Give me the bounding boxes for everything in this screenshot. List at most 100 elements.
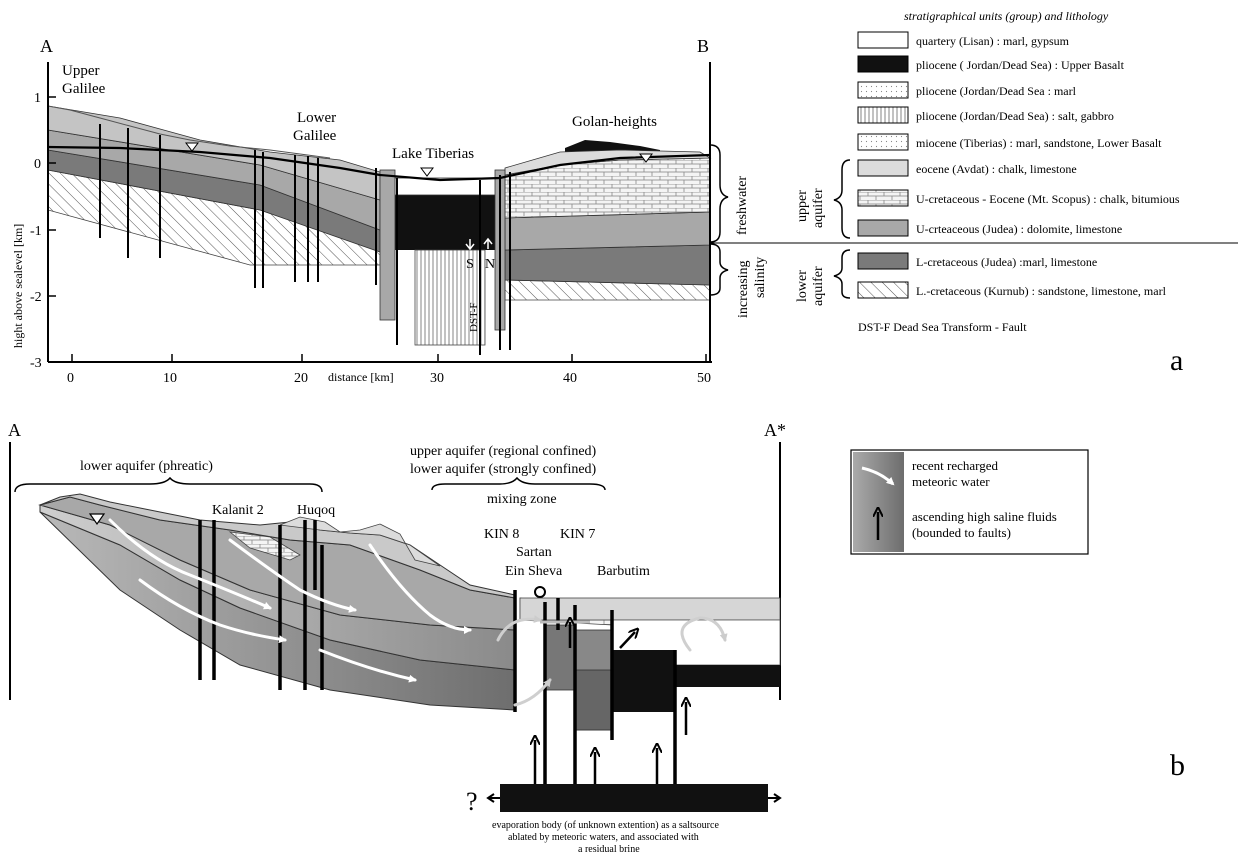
well-label-kalanit: Kalanit 2 bbox=[212, 503, 264, 518]
y-tick-neg3: -3 bbox=[30, 356, 42, 371]
brace-salinity bbox=[709, 243, 729, 296]
place-lower-galilee-2: Galilee bbox=[293, 128, 337, 144]
brace-freshwater bbox=[709, 144, 729, 243]
label-lower-confined: lower aquifer (strongly confined) bbox=[410, 462, 597, 477]
y-ticks bbox=[48, 96, 56, 363]
water-table-symbol-golan bbox=[639, 153, 653, 163]
place-golan-heights: Golan-heights bbox=[572, 114, 657, 130]
evaporation-body bbox=[500, 784, 768, 812]
ascending-arrow-6 bbox=[619, 632, 635, 649]
legend-swatch-8 bbox=[857, 252, 909, 270]
legend-label-9: L.-cretaceous (Kurnub) : sandstone, lime… bbox=[916, 284, 1167, 298]
layer-golan-u-judea bbox=[504, 211, 711, 251]
y-tick-0: 0 bbox=[34, 157, 41, 172]
legend-label-1: pliocene ( Jordan/Dead Sea) : Upper Basa… bbox=[916, 58, 1125, 72]
x-tick-10: 10 bbox=[163, 371, 177, 386]
legend-b-recharge-2: meteoric water bbox=[912, 474, 990, 489]
section-label-a: A bbox=[40, 36, 53, 56]
legend-label-5: eocene (Avdat) : chalk, limestone bbox=[916, 162, 1077, 176]
x-tick-30: 30 bbox=[430, 371, 444, 386]
legend-label-2: pliocene (Jordan/Dead Sea : marl bbox=[916, 84, 1077, 98]
brace-label-upper-aquifer-2: aquifer bbox=[811, 188, 826, 228]
legend-swatch-3 bbox=[857, 106, 909, 124]
brace-lower-aquifer bbox=[833, 249, 851, 299]
legend-label-0: quartery (Lisan) : marl, gypsum bbox=[916, 34, 1070, 48]
evaporation-note-3: a residual brine bbox=[578, 844, 640, 855]
legend-b-ascending-2: (bounded to faults) bbox=[912, 525, 1011, 540]
legend-b-ascending-1: ascending high saline fluids bbox=[912, 509, 1057, 524]
brace-label-upper-aquifer-1: upper bbox=[795, 190, 810, 222]
recharge-arrow-3 bbox=[228, 538, 357, 613]
section-label-a-b: A bbox=[8, 420, 21, 440]
x-tick-40: 40 bbox=[563, 371, 577, 386]
x-axis-label: distance [km] bbox=[328, 370, 394, 384]
well-label-huqoq: Huqoq bbox=[297, 503, 335, 518]
legend-swatches bbox=[857, 31, 909, 299]
panel-a-cross-section: 1 0 -1 -2 -3 0 10 20 30 40 50 distance [… bbox=[11, 9, 1238, 386]
water-table-symbol-galilee bbox=[185, 142, 199, 152]
dst-note: DST-F Dead Sea Transform - Fault bbox=[858, 320, 1027, 334]
water-table-symbol-b bbox=[88, 513, 106, 526]
layer-graben-salt bbox=[414, 249, 486, 346]
well-label-kin8: KIN 8 bbox=[484, 527, 519, 542]
ascending-arrows bbox=[535, 622, 686, 785]
legend-label-8: L-cretaceous (Judea) :marl, limestone bbox=[916, 255, 1097, 269]
legend-b-recharge-1: recent recharged bbox=[912, 458, 999, 473]
evaporation-note-2: ablated by meteoric waters, and associat… bbox=[508, 832, 699, 843]
brace-label-freshwater: freshwater bbox=[735, 176, 750, 235]
well-label-barbutim: Barbutim bbox=[597, 564, 650, 579]
recharge-arrows bbox=[108, 518, 472, 683]
layer-b-scopus-bricks bbox=[228, 531, 301, 561]
recharge-arrow-2 bbox=[138, 578, 287, 644]
x-tick-20: 20 bbox=[294, 371, 308, 386]
evaporation-note-1: evaporation body (of unknown extention) … bbox=[492, 820, 719, 831]
legend-title: stratigraphical units (group) and lithol… bbox=[904, 9, 1109, 23]
arrow-up-n bbox=[483, 237, 493, 249]
layer-b-hills bbox=[279, 516, 441, 567]
spring-ein-sheva-icon bbox=[534, 586, 546, 598]
place-upper-galilee-2: Galilee bbox=[62, 81, 106, 97]
legend-swatch-7 bbox=[857, 219, 909, 237]
evaporation-arrow-right bbox=[768, 793, 782, 803]
place-lower-galilee-1: Lower bbox=[297, 110, 336, 126]
y-axis-label: hight above sealevel [km] bbox=[11, 224, 25, 348]
legend-label-3: pliocene (Jordan/Dead Sea) : salt, gabbr… bbox=[916, 109, 1114, 123]
legend-swatch-4 bbox=[857, 133, 909, 151]
y-tick-1: 1 bbox=[34, 91, 41, 106]
x-ticks bbox=[71, 354, 707, 362]
brace-mixing bbox=[431, 476, 606, 491]
well-label-ein-sheva: Ein Sheva bbox=[505, 564, 563, 579]
label-lower-aquifer-phreatic: lower aquifer (phreatic) bbox=[80, 459, 213, 474]
brace-label-lower-aquifer-1: lower bbox=[795, 270, 810, 302]
y-tick-neg1: -1 bbox=[30, 224, 42, 239]
brace-label-lower-aquifer-2: aquifer bbox=[811, 266, 826, 306]
legend-label-7: U-crteaceous (Judea) : dolomite, limesto… bbox=[916, 222, 1122, 236]
x-tick-0: 0 bbox=[67, 371, 74, 386]
layer-b-topsoil bbox=[39, 493, 516, 599]
well-label-sartan: Sartan bbox=[516, 545, 552, 560]
mixing-arrow-1 bbox=[496, 615, 542, 642]
section-label-a-star: A* bbox=[764, 420, 786, 440]
question-mark: ? bbox=[466, 787, 478, 816]
label-mixing-zone: mixing zone bbox=[487, 492, 557, 507]
legend-swatch-2 bbox=[857, 81, 909, 99]
evaporation-arrow-left bbox=[486, 793, 500, 803]
topography-line bbox=[47, 105, 331, 159]
mixing-arrow-2 bbox=[513, 678, 552, 707]
legend-label-6: U-cretaceous - Eocene (Mt. Scopus) : cha… bbox=[916, 192, 1180, 206]
legend-swatch-0 bbox=[857, 31, 909, 49]
legend-label-4: miocene (Tiberias) : marl, sandstone, Lo… bbox=[916, 136, 1162, 150]
layer-b-mixing-block-3 bbox=[574, 669, 613, 731]
y-tick-neg2: -2 bbox=[30, 290, 42, 305]
layer-b-basalt-block bbox=[612, 650, 675, 712]
fault-block-left bbox=[379, 169, 396, 321]
water-table-line bbox=[47, 145, 711, 182]
mixing-arrows bbox=[496, 615, 728, 707]
legend-swatch-9 bbox=[857, 281, 909, 299]
fault-lines bbox=[99, 124, 511, 355]
brace-upper-aquifer bbox=[833, 159, 851, 239]
recharge-arrow-1 bbox=[108, 518, 272, 610]
place-lake-tiberias: Lake Tiberias bbox=[392, 146, 474, 162]
water-table-symbol-lake bbox=[420, 167, 434, 177]
